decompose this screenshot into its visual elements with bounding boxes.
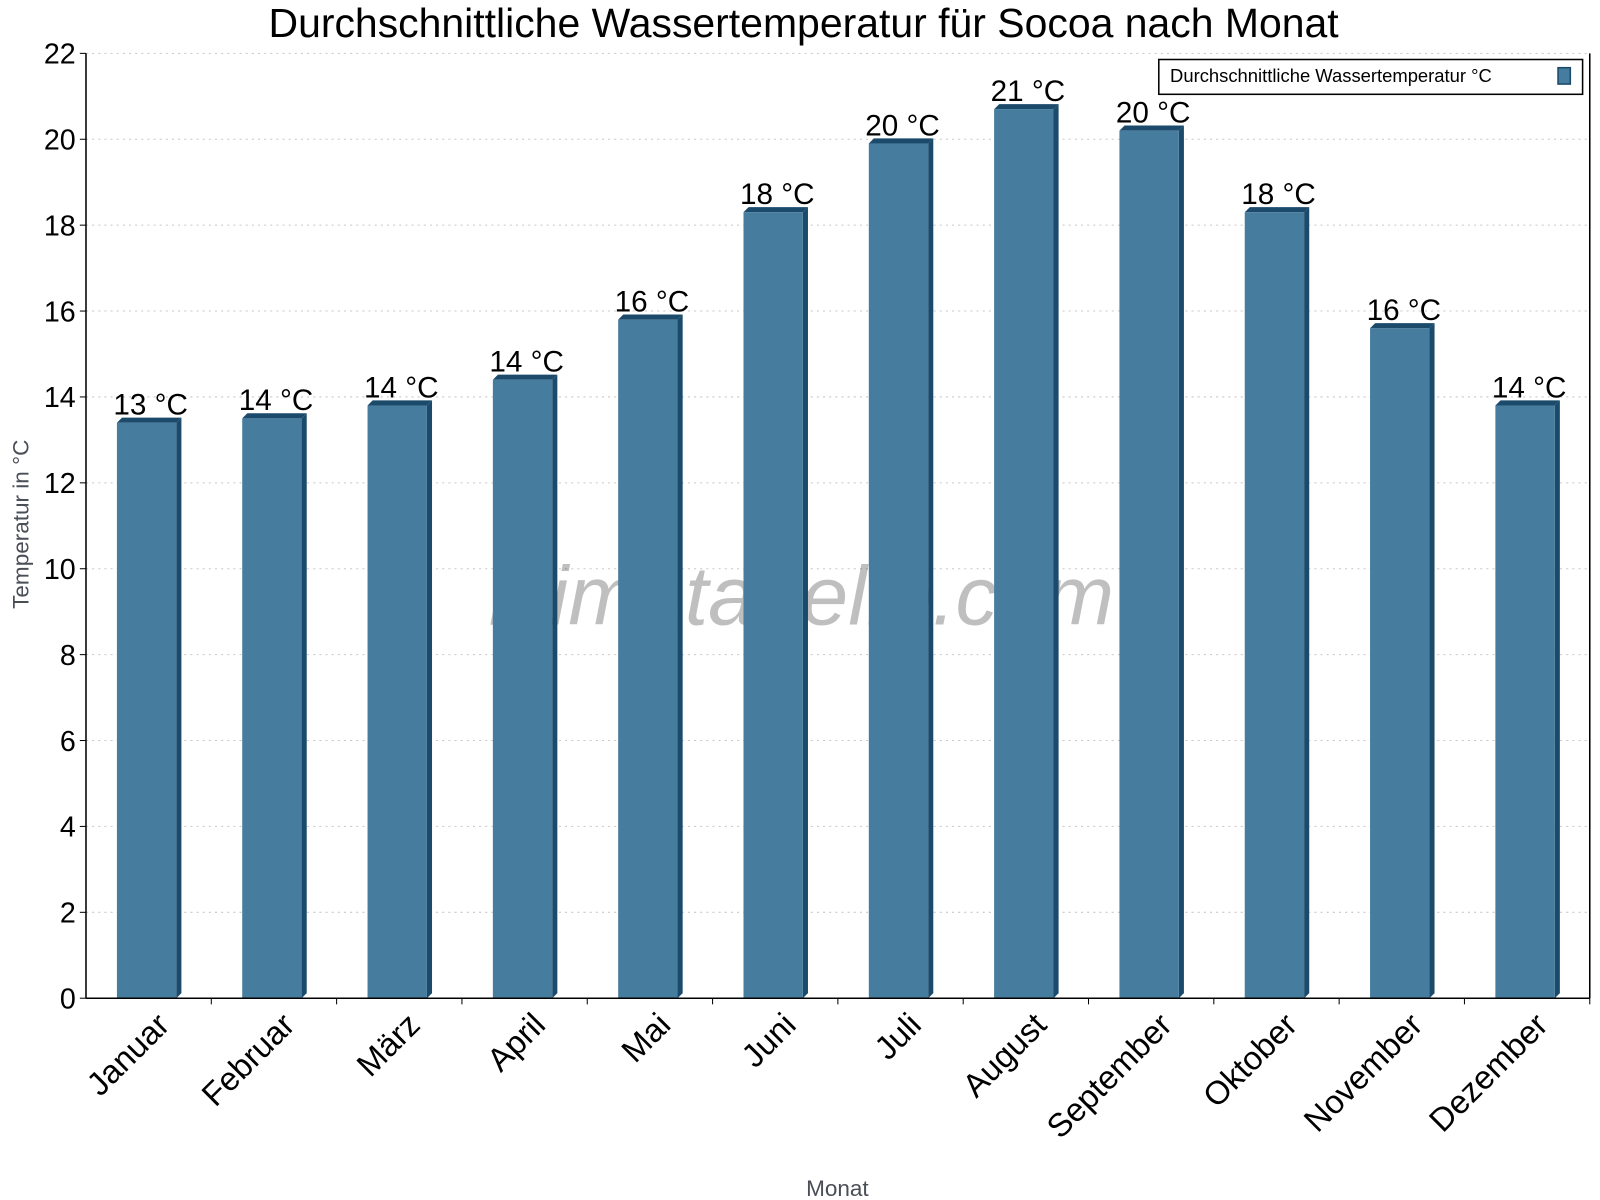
bars: 13 °C 14 °C 14 °C 14 °C 16 °C 18 °C 20 °C 21 °C… <box>113 75 1567 999</box>
data-label: 14 °C <box>489 346 564 379</box>
bar-top <box>367 400 433 406</box>
data-label: 18 °C <box>1241 178 1316 211</box>
bar <box>116 422 177 999</box>
x-tick-label: Oktober <box>1195 1006 1304 1115</box>
y-tick-label: 22 <box>44 39 76 71</box>
bar <box>868 143 929 999</box>
y-tick-label: 6 <box>60 726 76 758</box>
bar <box>492 379 553 999</box>
legend-swatch <box>1557 66 1572 85</box>
x-tick-label: Mai <box>614 1006 677 1069</box>
data-label: 13 °C <box>113 389 188 422</box>
x-axis-label: Monat <box>806 1176 869 1200</box>
x-tick-label: Februar <box>194 1006 301 1113</box>
y-tick-label: 20 <box>44 124 76 156</box>
bar-top <box>994 104 1059 110</box>
bar <box>367 405 427 999</box>
x-tick-label: April <box>480 1006 553 1079</box>
bar-top <box>618 314 683 320</box>
bar-top <box>1244 207 1310 213</box>
legend-box <box>1158 58 1584 96</box>
bar-top <box>868 138 934 144</box>
data-label: 14 °C <box>1492 371 1567 404</box>
x-tick-label: November <box>1296 1006 1429 1139</box>
data-label: 18 °C <box>740 178 815 211</box>
x-tick-label: August <box>955 1006 1053 1104</box>
y-tick-label: 16 <box>44 296 76 328</box>
bar <box>1244 212 1305 999</box>
x-tick-label: Januar <box>79 1006 176 1103</box>
y-tick-label: 2 <box>60 898 76 930</box>
x-tick-label: Dezember <box>1422 1006 1555 1139</box>
bar-top <box>242 413 307 419</box>
bar-top <box>1495 400 1560 406</box>
legend: Durchschnittliche Wassertemperatur °C <box>1158 58 1584 96</box>
bar-top <box>116 417 182 423</box>
chart-title: Durchschnittliche Wassertemperatur für S… <box>269 0 1340 46</box>
bar-side <box>426 400 433 999</box>
y-axis-label: Temperatur in °C <box>9 440 34 609</box>
bar-side <box>552 374 558 999</box>
grid <box>85 52 1590 913</box>
bar-side <box>928 138 934 999</box>
y-tick-label: 12 <box>44 468 76 500</box>
data-label: 20 °C <box>1116 96 1191 129</box>
bar-side <box>1429 323 1435 999</box>
bar <box>1495 405 1555 999</box>
bar-side <box>802 207 808 999</box>
x-tick-label: Juli <box>867 1006 928 1067</box>
bar-side <box>1178 125 1184 999</box>
legend-label: Durchschnittliche Wassertemperatur °C <box>1170 65 1492 86</box>
bar <box>618 319 678 999</box>
bar-side <box>1053 104 1059 999</box>
bar-side <box>176 417 182 999</box>
bar-top <box>1119 125 1184 131</box>
bar <box>242 418 302 999</box>
x-tick-label: Juni <box>734 1006 803 1075</box>
y-tick-label: 18 <box>44 210 76 242</box>
bar-side <box>1304 207 1310 999</box>
y-tick-label: 8 <box>60 640 76 672</box>
bar-side <box>677 314 683 999</box>
y-tick-label: 10 <box>44 554 76 586</box>
bar <box>743 212 803 999</box>
bar <box>994 109 1054 999</box>
y-tick-label: 0 <box>60 983 76 1015</box>
bar <box>1119 130 1179 999</box>
y-tick-label: 4 <box>60 812 76 844</box>
bar-side <box>301 413 307 999</box>
bar-top <box>743 207 808 213</box>
data-label: 16 °C <box>615 285 690 318</box>
data-label: 14 °C <box>364 371 439 404</box>
data-label: 20 °C <box>865 109 940 142</box>
data-label: 16 °C <box>1367 294 1442 327</box>
data-label: 21 °C <box>991 75 1066 108</box>
bar-side <box>1554 400 1560 999</box>
bar-top <box>1370 323 1435 329</box>
x-tick-label: September <box>1039 1006 1179 1146</box>
bar-top <box>492 374 558 380</box>
bar <box>1370 328 1430 999</box>
x-tick-label: März <box>349 1006 427 1084</box>
data-label: 14 °C <box>239 384 314 417</box>
y-tick-label: 14 <box>44 382 76 414</box>
